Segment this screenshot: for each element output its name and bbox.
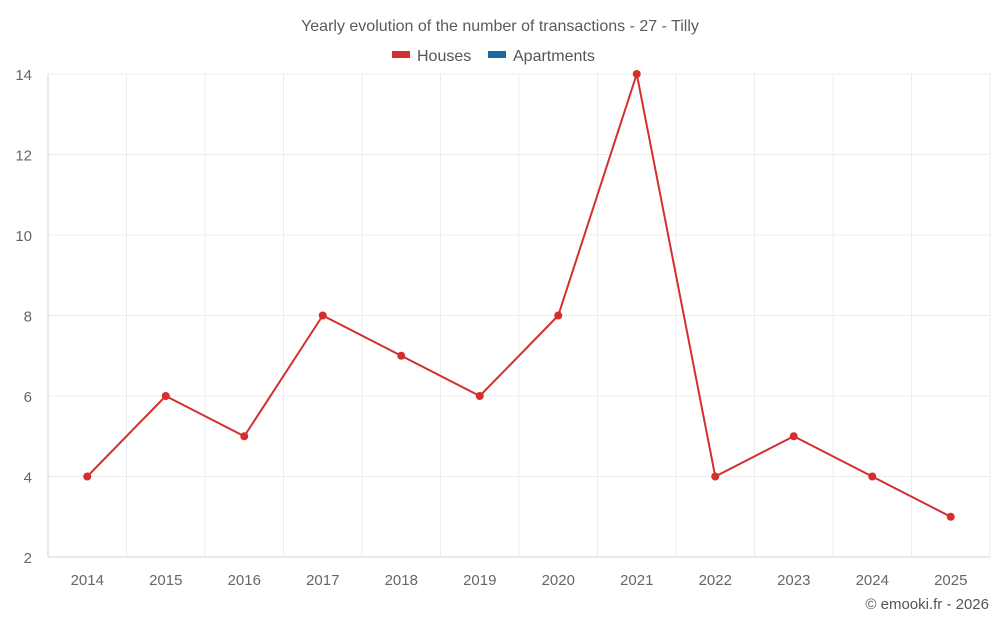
data-point-houses[interactable] bbox=[318, 311, 327, 320]
data-point-houses[interactable] bbox=[632, 70, 641, 78]
grid bbox=[47, 73, 991, 558]
y-tick-label: 14 bbox=[15, 67, 32, 84]
y-tick-label: 12 bbox=[15, 148, 32, 165]
x-tick-label: 2023 bbox=[777, 572, 810, 589]
data-point-houses[interactable] bbox=[240, 432, 249, 441]
credit-text: © emooki.fr - 2026 bbox=[865, 596, 989, 613]
data-point-houses[interactable] bbox=[711, 472, 720, 481]
data-point-houses[interactable] bbox=[789, 432, 798, 441]
y-tick-label: 4 bbox=[24, 470, 32, 487]
legend: Houses Apartments bbox=[392, 48, 595, 65]
legend-item-apartments[interactable]: Apartments bbox=[488, 48, 595, 65]
x-tick-label: 2016 bbox=[228, 572, 261, 589]
x-tick-label: 2021 bbox=[620, 572, 653, 589]
data-point-houses[interactable] bbox=[397, 351, 406, 360]
legend-label-apartments: Apartments bbox=[513, 48, 595, 65]
x-axis-ticks: 2014 2015 2016 2017 2018 2019 2020 2021 2022 2023… bbox=[71, 572, 968, 589]
y-tick-label: 2 bbox=[24, 550, 32, 567]
x-tick-label: 2015 bbox=[149, 572, 182, 589]
x-tick-label: 2022 bbox=[699, 572, 732, 589]
data-point-houses[interactable] bbox=[868, 472, 877, 481]
y-tick-label: 8 bbox=[24, 309, 32, 326]
legend-swatch-apartments bbox=[488, 51, 506, 58]
x-tick-label: 2025 bbox=[934, 572, 967, 589]
y-tick-label: 6 bbox=[24, 389, 32, 406]
data-point-houses[interactable] bbox=[554, 311, 563, 320]
x-tick-label: 2017 bbox=[306, 572, 339, 589]
x-tick-label: 2020 bbox=[542, 572, 575, 589]
legend-swatch-houses bbox=[392, 51, 410, 58]
legend-label-houses: Houses bbox=[417, 48, 471, 65]
data-point-houses[interactable] bbox=[83, 472, 92, 481]
x-tick-label: 2024 bbox=[856, 572, 889, 589]
data-point-houses[interactable] bbox=[161, 392, 170, 400]
x-tick-label: 2018 bbox=[385, 572, 418, 589]
x-tick-label: 2014 bbox=[71, 572, 104, 589]
series-line-houses bbox=[86, 73, 952, 518]
y-tick-label: 10 bbox=[15, 228, 32, 245]
chart-title: Yearly evolution of the number of transa… bbox=[301, 18, 699, 35]
data-point-houses[interactable] bbox=[946, 512, 955, 521]
series-houses bbox=[83, 70, 955, 521]
x-tick-label: 2019 bbox=[463, 572, 496, 589]
data-point-houses[interactable] bbox=[475, 392, 484, 400]
y-axis-ticks: 2 4 6 8 10 12 14 bbox=[15, 67, 32, 567]
legend-item-houses[interactable]: Houses bbox=[392, 48, 471, 65]
